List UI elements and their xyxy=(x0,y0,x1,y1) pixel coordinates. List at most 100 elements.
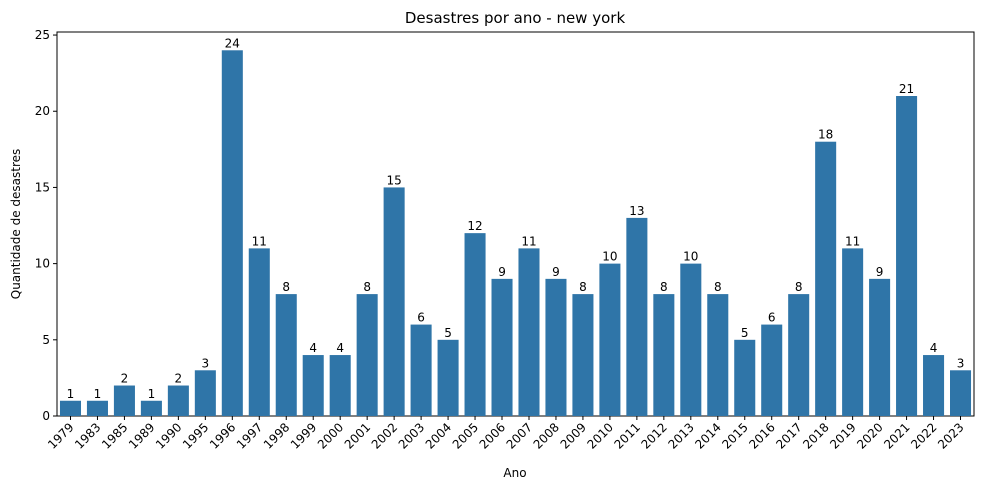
data-label-2010: 10 xyxy=(602,250,617,264)
bar-1999 xyxy=(302,355,324,416)
x-tick-label-2022: 2022 xyxy=(908,420,939,451)
x-tick-label-2021: 2021 xyxy=(881,420,912,451)
data-label-2012: 8 xyxy=(660,280,668,294)
bar-2009 xyxy=(572,294,594,416)
x-axis-label: Ano xyxy=(503,466,526,480)
data-label-1998: 8 xyxy=(282,280,290,294)
x-tick-label-2017: 2017 xyxy=(773,420,804,451)
bar-2014 xyxy=(707,294,729,416)
data-label-1990: 2 xyxy=(175,372,183,386)
bar-2022 xyxy=(923,355,945,416)
y-axis-ticks: 0 5 10 15 20 25 xyxy=(35,28,57,423)
bar-2020 xyxy=(869,278,891,416)
data-label-2021: 21 xyxy=(899,82,914,96)
x-tick-label-1996: 1996 xyxy=(207,420,238,451)
data-label-2016: 6 xyxy=(768,311,776,325)
x-tick-label-1999: 1999 xyxy=(288,420,319,451)
data-label-2017: 8 xyxy=(795,280,803,294)
data-label-2015: 5 xyxy=(741,326,749,340)
x-tick-label-2006: 2006 xyxy=(477,420,508,451)
bar-2006 xyxy=(491,278,513,416)
y-tick-label-15: 15 xyxy=(35,180,50,194)
data-label-1997: 11 xyxy=(252,234,267,248)
bars-group xyxy=(59,50,972,416)
bar-1997 xyxy=(248,248,270,416)
y-tick-label-0: 0 xyxy=(42,409,50,423)
data-label-2009: 8 xyxy=(579,280,587,294)
x-axis-ticks: 1979198319851989199019951996199719981999… xyxy=(45,416,967,452)
bar-1998 xyxy=(275,294,297,416)
x-tick-label-2007: 2007 xyxy=(504,420,535,451)
data-label-2006: 9 xyxy=(498,265,506,279)
bar-2016 xyxy=(761,324,783,416)
bar-2010 xyxy=(599,263,621,416)
data-label-1979: 1 xyxy=(67,387,75,401)
data-label-2011: 13 xyxy=(629,204,644,218)
data-label-2008: 9 xyxy=(552,265,560,279)
y-tick-label-10: 10 xyxy=(35,257,50,271)
x-tick-label-1990: 1990 xyxy=(153,420,184,451)
bar-2017 xyxy=(788,294,810,416)
x-tick-label-2003: 2003 xyxy=(396,420,427,451)
x-tick-label-2016: 2016 xyxy=(746,420,777,451)
data-label-1989: 1 xyxy=(148,387,156,401)
data-label-1985: 2 xyxy=(121,372,129,386)
y-tick-label-5: 5 xyxy=(42,333,50,347)
bar-2018 xyxy=(815,141,837,416)
x-tick-label-1995: 1995 xyxy=(180,420,211,451)
data-label-2005: 12 xyxy=(467,219,482,233)
x-tick-label-2013: 2013 xyxy=(665,420,696,451)
x-tick-label-1989: 1989 xyxy=(126,420,157,451)
bar-1989 xyxy=(140,400,162,416)
x-tick-label-2004: 2004 xyxy=(423,420,454,451)
x-tick-label-2023: 2023 xyxy=(935,420,966,451)
x-tick-label-2010: 2010 xyxy=(585,420,616,451)
bar-1995 xyxy=(194,370,216,416)
x-tick-label-1983: 1983 xyxy=(72,420,103,451)
data-label-2019: 11 xyxy=(845,234,860,248)
data-label-2004: 5 xyxy=(444,326,452,340)
data-label-2018: 18 xyxy=(818,128,833,142)
x-tick-label-2009: 2009 xyxy=(558,420,589,451)
x-tick-label-2020: 2020 xyxy=(854,420,885,451)
bar-2007 xyxy=(518,248,540,416)
data-label-1999: 4 xyxy=(309,341,317,355)
bar-2002 xyxy=(383,187,405,416)
x-tick-label-2012: 2012 xyxy=(638,420,669,451)
bar-2019 xyxy=(842,248,864,416)
bar-1979 xyxy=(59,400,82,416)
bar-2015 xyxy=(734,339,756,416)
bar-2023 xyxy=(950,370,972,416)
bar-1996 xyxy=(221,50,243,416)
data-label-2020: 9 xyxy=(876,265,884,279)
y-axis-label: Quantidade de desastres xyxy=(9,149,23,300)
bar-2013 xyxy=(680,263,702,416)
x-tick-label-2008: 2008 xyxy=(531,420,562,451)
x-tick-label-2014: 2014 xyxy=(692,420,723,451)
data-label-2022: 4 xyxy=(930,341,938,355)
data-label-2023: 3 xyxy=(957,356,965,370)
bar-2001 xyxy=(356,294,378,416)
bar-2003 xyxy=(410,324,432,416)
plot-area-frame xyxy=(56,31,975,417)
data-label-1996: 24 xyxy=(225,36,240,50)
bar-2012 xyxy=(653,294,675,416)
data-label-2002: 15 xyxy=(386,173,401,187)
bar-1983 xyxy=(86,400,108,416)
data-label-1983: 1 xyxy=(94,387,102,401)
bar-2005 xyxy=(464,233,486,416)
x-tick-label-2018: 2018 xyxy=(800,420,831,451)
data-label-1995: 3 xyxy=(202,356,210,370)
x-tick-label-2001: 2001 xyxy=(342,420,373,451)
bar-2011 xyxy=(626,217,648,416)
data-label-2007: 11 xyxy=(521,234,536,248)
x-tick-label-2000: 2000 xyxy=(315,420,346,451)
x-tick-label-2011: 2011 xyxy=(611,420,642,451)
x-tick-label-2002: 2002 xyxy=(369,420,400,451)
x-tick-label-2015: 2015 xyxy=(719,420,750,451)
bar-2008 xyxy=(545,278,567,416)
bar-1985 xyxy=(113,385,135,416)
data-label-2000: 4 xyxy=(336,341,344,355)
